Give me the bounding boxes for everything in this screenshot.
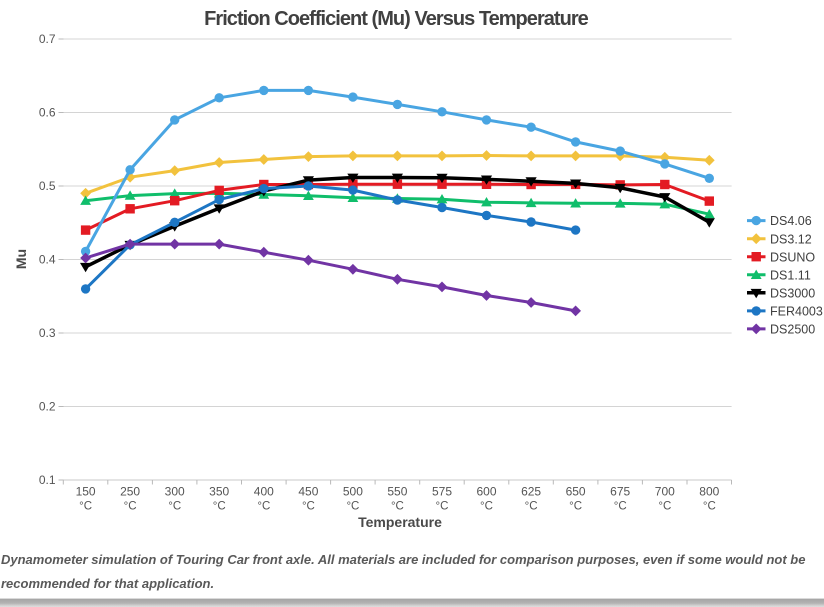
svg-text:650: 650 bbox=[566, 485, 586, 499]
svg-text:recommended for that applicati: recommended for that application. bbox=[1, 576, 214, 591]
svg-text:DS4.06: DS4.06 bbox=[770, 214, 812, 228]
svg-text:300: 300 bbox=[165, 485, 185, 499]
svg-text:°C: °C bbox=[391, 501, 404, 513]
svg-text:575: 575 bbox=[432, 485, 452, 499]
svg-text:450: 450 bbox=[298, 485, 318, 499]
svg-text:°C: °C bbox=[480, 501, 493, 513]
svg-text:DS2500: DS2500 bbox=[770, 323, 815, 337]
svg-text:250: 250 bbox=[120, 485, 140, 499]
svg-text:DS3000: DS3000 bbox=[770, 286, 815, 300]
svg-text:150: 150 bbox=[76, 485, 96, 499]
svg-text:°C: °C bbox=[703, 501, 716, 513]
svg-text:°C: °C bbox=[436, 501, 449, 513]
svg-text:0.4: 0.4 bbox=[39, 253, 56, 267]
svg-text:625: 625 bbox=[521, 485, 541, 499]
svg-text:°C: °C bbox=[302, 501, 315, 513]
svg-text:°C: °C bbox=[257, 501, 270, 513]
svg-text:675: 675 bbox=[610, 485, 630, 499]
svg-text:0.6: 0.6 bbox=[39, 106, 56, 120]
svg-text:0.5: 0.5 bbox=[39, 179, 56, 193]
svg-text:DS1.11: DS1.11 bbox=[770, 268, 811, 282]
svg-text:°C: °C bbox=[614, 501, 627, 513]
svg-text:500: 500 bbox=[343, 485, 363, 499]
svg-text:Dynamometer simulation of Tour: Dynamometer simulation of Touring Car fr… bbox=[1, 552, 805, 567]
svg-text:°C: °C bbox=[569, 501, 582, 513]
svg-text:0.1: 0.1 bbox=[39, 473, 56, 487]
svg-text:°C: °C bbox=[658, 501, 671, 513]
svg-text:Friction Coefficient (Mu) Vers: Friction Coefficient (Mu) Versus Tempera… bbox=[204, 8, 589, 30]
svg-text:800: 800 bbox=[699, 485, 719, 499]
svg-text:600: 600 bbox=[476, 485, 496, 499]
svg-text:°C: °C bbox=[346, 501, 359, 513]
svg-text:DSUNO: DSUNO bbox=[770, 250, 815, 264]
svg-text:0.3: 0.3 bbox=[39, 326, 56, 340]
svg-text:0.2: 0.2 bbox=[39, 400, 56, 414]
svg-text:400: 400 bbox=[254, 485, 274, 499]
svg-text:350: 350 bbox=[209, 485, 229, 499]
svg-text:Temperature: Temperature bbox=[358, 514, 442, 530]
svg-text:°C: °C bbox=[79, 501, 92, 513]
svg-text:FER4003: FER4003 bbox=[770, 305, 823, 319]
svg-text:0.7: 0.7 bbox=[39, 32, 56, 46]
svg-text:550: 550 bbox=[387, 485, 407, 499]
svg-text:DS3.12: DS3.12 bbox=[770, 232, 812, 246]
svg-text:°C: °C bbox=[213, 501, 226, 513]
svg-text:°C: °C bbox=[525, 501, 538, 513]
svg-text:700: 700 bbox=[655, 485, 675, 499]
svg-text:Mu: Mu bbox=[13, 249, 29, 269]
svg-text:°C: °C bbox=[124, 501, 137, 513]
svg-text:°C: °C bbox=[168, 501, 181, 513]
